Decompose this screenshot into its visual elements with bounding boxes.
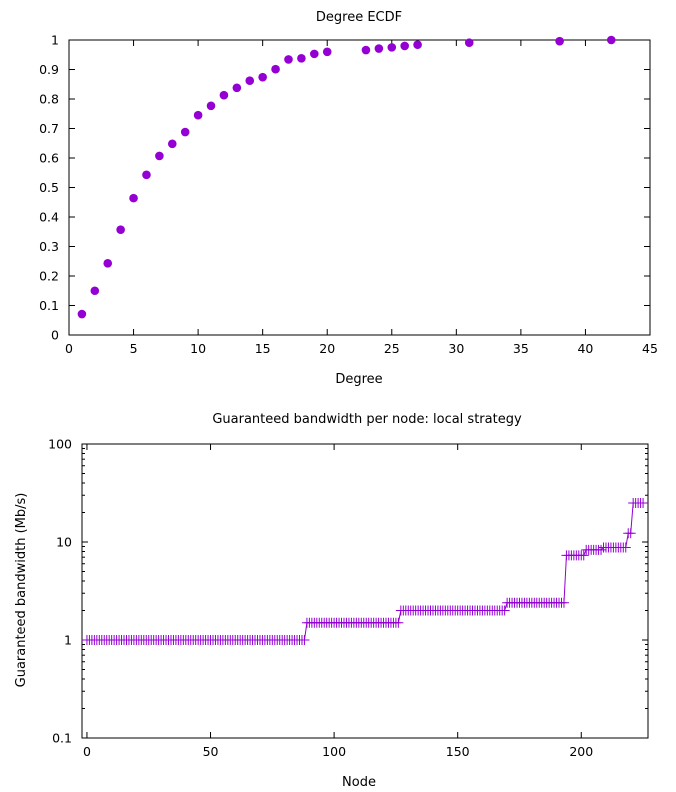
bandwidth-point [625,528,636,539]
chart2-xlabel: Node [342,775,376,790]
ecdf-point [387,43,397,52]
chart2-xtick-label: 150 [446,744,470,759]
ecdf-point [297,53,306,63]
ecdf-point [284,55,293,64]
bandwidth-point [578,550,589,561]
bandwidth-point [499,605,510,616]
ecdf-point [271,64,280,74]
ecdf-point [374,44,384,53]
chart2-plot-frame [81,443,649,739]
bandwidth-point [638,498,649,509]
chart1-ytick-label: 0.7 [39,121,59,136]
ecdf-point [167,139,177,149]
chart2-ytick-label: 10 [56,535,72,550]
ecdf-point [555,36,564,46]
chart1-xtick-label: 40 [577,341,593,356]
chart1-plot-frame [68,39,651,336]
ecdf-point [232,83,242,93]
chart1-xtick-label: 45 [642,341,658,356]
ecdf-point [361,45,371,55]
ecdf-point [180,127,190,137]
ecdf-point [219,90,229,100]
ecdf-point [142,170,151,180]
chart1-ytick-label: 0.9 [39,62,59,77]
chart1-xtick-label: 5 [130,341,138,356]
chart2-ytick-label: 100 [48,437,72,452]
chart2-xtick-label: 50 [203,744,219,759]
chart1-title: Degree ECDF [316,10,402,25]
ecdf-point [129,193,138,203]
ecdf-point [322,47,332,57]
bandwidth-point [620,542,631,553]
bandwidth-point [596,544,607,555]
bandwidth-point [299,635,310,645]
bandwidth-chart: Guaranteed bandwidth per node: local str… [14,412,649,790]
ecdf-point [193,110,203,120]
ecdf-point [245,76,255,86]
chart1-ytick-label: 0.3 [39,239,59,254]
chart1-xtick-label: 20 [319,341,335,356]
ecdf-point [77,309,87,319]
ecdf-point [413,40,422,50]
chart1-xlabel: Degree [335,372,382,387]
chart2-xtick-label: 0 [83,744,91,759]
chart2-ytick-label: 0.1 [52,731,72,746]
ecdf-point [310,49,319,59]
ecdf-point [606,35,616,45]
chart1-ytick-label: 0.2 [39,269,59,284]
bandwidth-line [86,502,644,641]
bandwidth-point [393,617,404,628]
chart2-xtick-label: 200 [569,744,593,759]
chart2-xtick-label: 100 [322,744,346,759]
chart1-xtick-label: 35 [513,341,529,356]
chart1-xtick-label: 25 [384,341,400,356]
chart1-xtick-label: 15 [255,341,271,356]
chart1-xtick-label: 0 [65,341,73,356]
chart1-ytick-label: 0 [51,328,59,343]
chart1-ytick-label: 0.4 [39,210,59,225]
ecdf-point [116,225,125,234]
ecdf-point [206,101,216,111]
chart1-xtick-label: 10 [190,341,206,356]
bandwidth-point [558,597,569,608]
ecdf-point [103,259,113,268]
chart2-ytick-label: 1 [64,633,72,648]
chart1-ytick-label: 0.6 [39,151,59,166]
ecdf-point [258,72,267,82]
ecdf-point [400,41,409,51]
chart1-ytick-label: 0.5 [39,180,59,195]
chart1-ytick-label: 0.1 [39,298,59,313]
chart1-ytick-label: 0.8 [39,92,59,107]
degree-ecdf-chart: Degree ECDF Degree 0 5 10 15 20 25 30 35 40 45 0 0.… [39,10,658,387]
ecdf-point [464,38,474,47]
ecdf-point [90,286,100,296]
chart2-ylabel: Guaranteed bandwidth (Mb/s) [14,493,29,688]
chart1-xtick-label: 30 [448,341,464,356]
chart1-ytick-label: 1 [51,33,59,48]
chart2-title: Guaranteed bandwidth per node: local str… [212,412,522,427]
ecdf-point [155,151,164,161]
